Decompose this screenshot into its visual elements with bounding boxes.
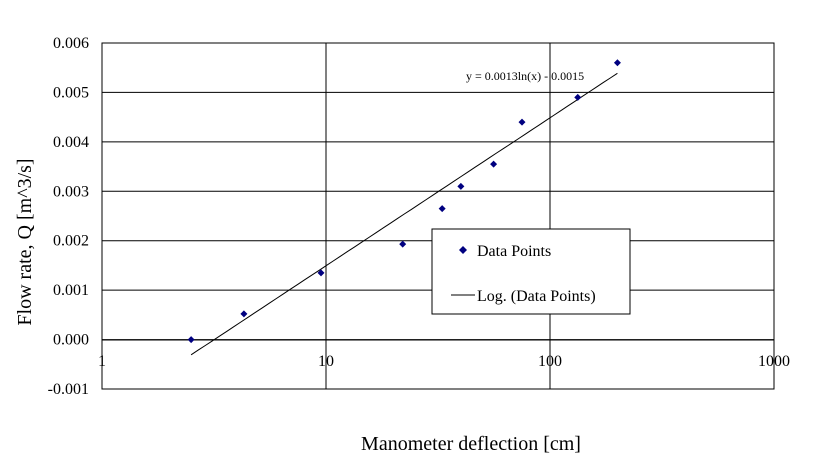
y-tick-label: 0.005 xyxy=(53,84,89,101)
x-tick-label: 1000 xyxy=(758,353,790,370)
plot-area: 1 10 100 1000 -0.001 0.000 0.001 0.002 0.003 0.0… xyxy=(48,35,790,398)
x-gridlines xyxy=(325,43,551,389)
data-point xyxy=(187,336,195,344)
x-tick-label: 10 xyxy=(318,353,334,370)
data-points xyxy=(187,59,621,344)
data-point xyxy=(240,310,248,318)
data-point xyxy=(317,269,325,277)
trendline xyxy=(190,72,618,356)
x-tick-label: 100 xyxy=(538,353,562,370)
x-tick-label: 1 xyxy=(98,353,106,370)
legend-marker-data-points xyxy=(459,246,467,254)
y-tick-label: 0.002 xyxy=(53,233,89,250)
y-tick-label: 0.000 xyxy=(53,332,89,349)
legend-box xyxy=(431,228,631,315)
y-tick-label: -0.001 xyxy=(48,381,89,398)
x-axis-title: Manometer deflection [cm] xyxy=(361,433,581,455)
legend: Data Points Log. (Data Points) xyxy=(431,228,631,315)
y-tick-label: 0.003 xyxy=(53,183,89,200)
trendline-equation: y = 0.0013ln(x) - 0.0015 xyxy=(466,69,584,83)
data-point xyxy=(490,160,498,168)
y-tick-label: 0.004 xyxy=(53,134,89,151)
y-tick-labels: -0.001 0.000 0.001 0.002 0.003 0.004 0.005 0.00… xyxy=(48,35,89,398)
x-tick-labels: 1 10 100 1000 xyxy=(98,353,790,370)
legend-label-trendline: Log. (Data Points) xyxy=(477,288,596,305)
data-point xyxy=(438,205,446,213)
legend-label-data-points: Data Points xyxy=(477,243,551,260)
data-point xyxy=(574,93,582,101)
y-tick-label: 0.001 xyxy=(53,282,89,299)
data-point xyxy=(399,240,407,248)
data-point xyxy=(613,59,621,67)
y-tick-label: 0.006 xyxy=(53,35,89,52)
data-point xyxy=(457,182,465,190)
plot-background xyxy=(101,42,775,390)
y-axis-title: Flow rate, Q [m^3/s] xyxy=(14,158,36,325)
data-point xyxy=(518,118,526,126)
